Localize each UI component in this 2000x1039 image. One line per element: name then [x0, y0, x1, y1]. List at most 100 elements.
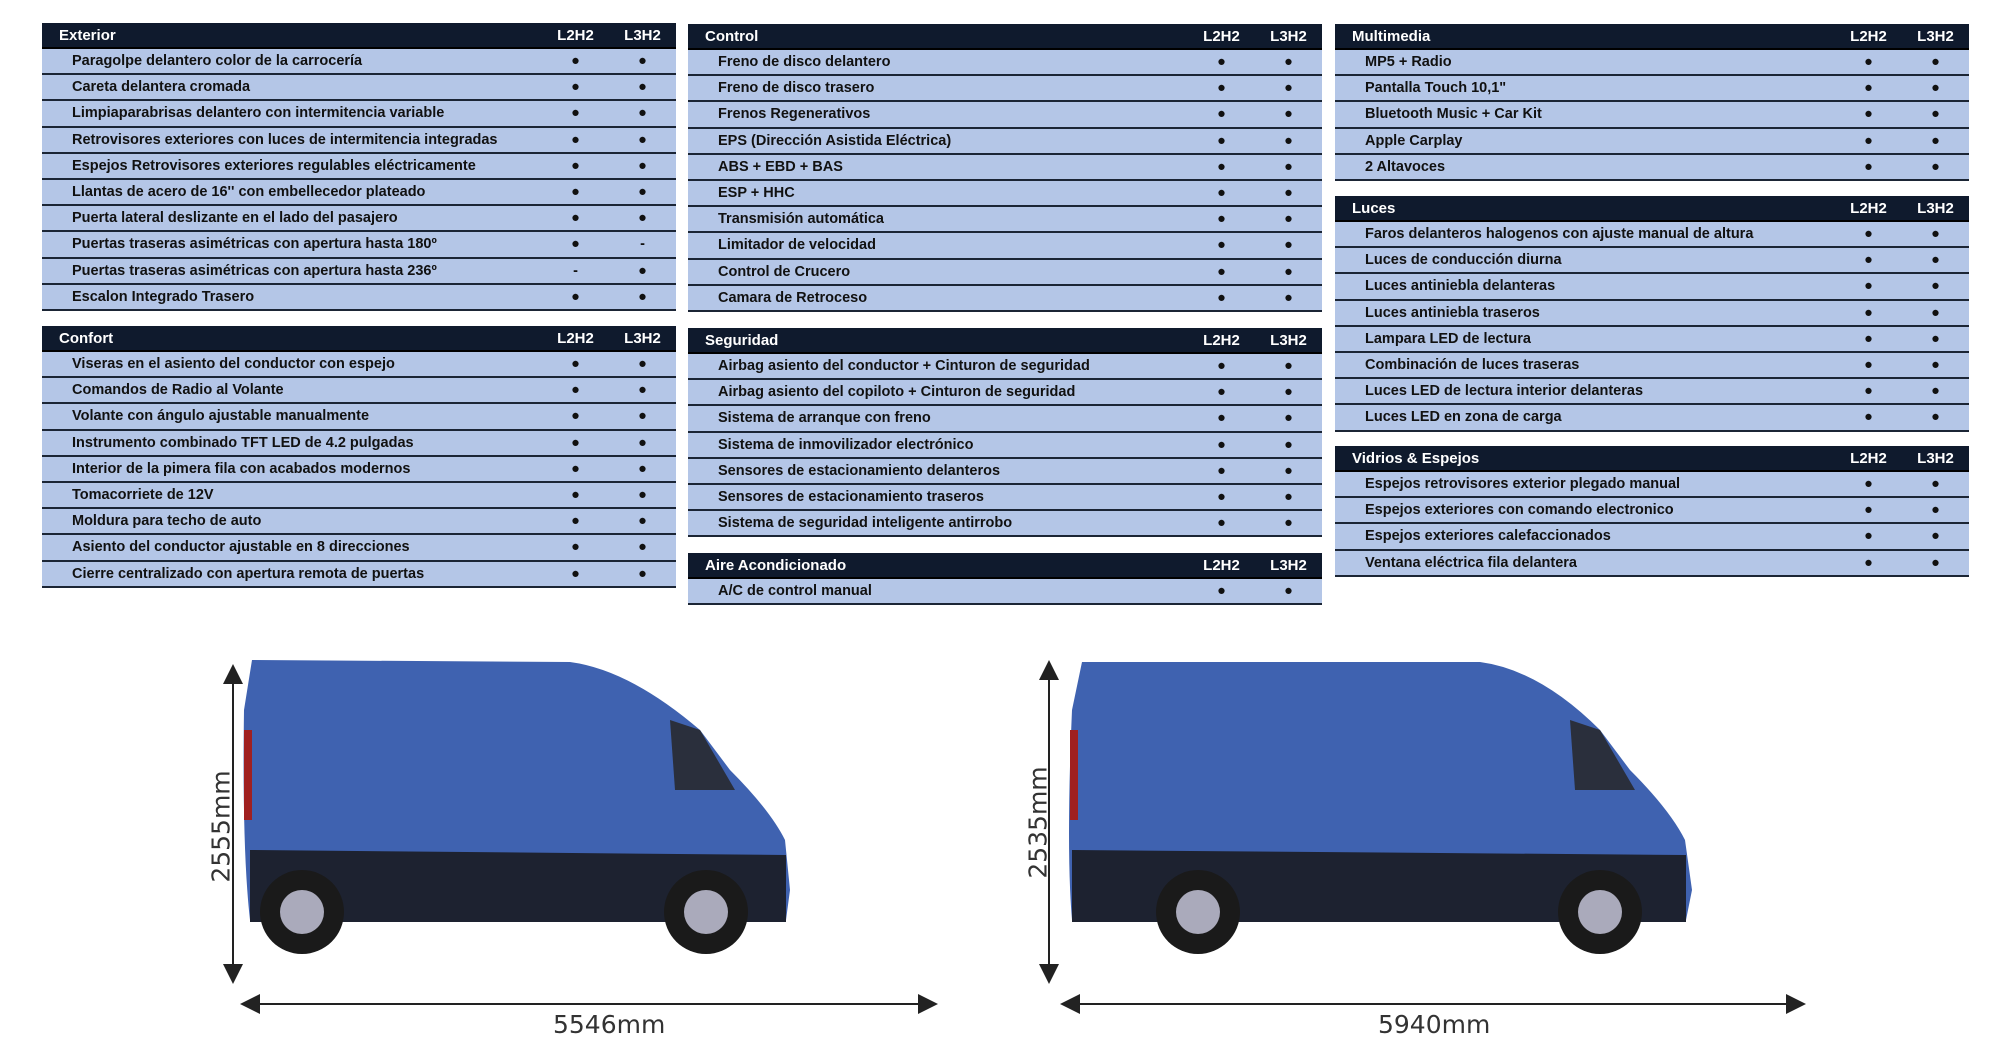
section-header: Luces L2H2 L3H2 — [1335, 196, 1969, 222]
table-row: MP5 + Radio ● ● — [1335, 50, 1969, 77]
availability-mark: ● — [1864, 252, 1873, 269]
section-header: Seguridad L2H2 L3H2 — [688, 328, 1322, 354]
table-row: Faros delanteros halogenos con ajuste ma… — [1335, 222, 1969, 249]
table-row: Tomacorriete de 12V ● ● — [42, 482, 676, 510]
table-row: Luces de conducción diurna ● ● — [1335, 248, 1969, 275]
table-row: Moldura para techo de auto ● ● — [42, 509, 676, 536]
spec-table-seguridad: Seguridad L2H2 L3H2 Airbag asiento del cond… — [688, 328, 1322, 538]
table-row: Camara de Retroceso ● ● — [688, 285, 1322, 312]
availability-mark: ● — [1217, 185, 1226, 202]
availability-mark: ● — [638, 288, 647, 305]
table-row: Airbag asiento del conductor + Cinturon … — [688, 354, 1322, 381]
column-header: L2H2 — [557, 329, 594, 347]
availability-mark: ● — [1217, 54, 1226, 71]
availability-mark: ● — [571, 288, 580, 305]
availability-mark: ● — [638, 157, 647, 174]
feature-name: Espejos Retrovisores exteriores regulabl… — [72, 157, 476, 174]
feature-name: Airbag asiento del copiloto + Cinturon d… — [718, 384, 1076, 401]
availability-mark: ● — [571, 382, 580, 399]
feature-name: Viseras en el asiento del conductor con … — [72, 356, 395, 373]
table-row: Cierre centralizado con apertura remota … — [42, 561, 676, 588]
section-header: Vidrios & Espejos L2H2 L3H2 — [1335, 446, 1969, 472]
availability-mark: ● — [1864, 330, 1873, 347]
spec-table-aire-acondicionado: Aire Acondicionado L2H2 L3H2 A/C de control… — [688, 553, 1322, 606]
feature-name: A/C de control manual — [718, 583, 872, 600]
feature-name: Combinación de luces traseras — [1365, 357, 1580, 374]
availability-mark: ● — [638, 408, 647, 425]
availability-mark: ● — [1864, 132, 1873, 149]
feature-name: Comandos de Radio al Volante — [72, 382, 284, 399]
feature-name: Sensores de estacionamiento delanteros — [718, 462, 1001, 479]
table-row: Airbag asiento del copiloto + Cinturon d… — [688, 380, 1322, 407]
table-row: Transmisión automática ● ● — [688, 207, 1322, 234]
table-row: Puertas traseras asimétricas con apertur… — [42, 258, 676, 285]
table-row: Apple Carplay ● ● — [1335, 128, 1969, 155]
availability-mark: ● — [1931, 106, 1940, 123]
availability-mark: ● — [638, 53, 647, 70]
feature-name: Volante con ángulo ajustable manualmente — [72, 408, 370, 425]
section-title: Luces — [1352, 199, 1396, 217]
availability-mark: ● — [1931, 80, 1940, 97]
availability-mark: ● — [1864, 106, 1873, 123]
feature-name: Luces antiniebla delanteras — [1365, 278, 1556, 295]
availability-mark: ● — [1217, 106, 1226, 123]
availability-mark: ● — [1931, 226, 1940, 243]
availability-mark: ● — [571, 487, 580, 504]
feature-name: Frenos Regenerativos — [718, 106, 871, 123]
feature-name: Instrumento combinado TFT LED de 4.2 pul… — [72, 434, 414, 451]
section-header: Exterior L2H2 L3H2 — [42, 23, 676, 49]
availability-mark: ● — [1217, 132, 1226, 149]
table-row: Sensores de estacionamiento traseros ● ● — [688, 484, 1322, 512]
height-label-l3h2: 2535mm — [1023, 766, 1053, 879]
availability-mark: ● — [1217, 80, 1226, 97]
availability-mark: ● — [571, 236, 580, 253]
feature-name: Puerta lateral deslizante en el lado del… — [72, 210, 398, 227]
feature-name: Control de Crucero — [718, 263, 851, 280]
availability-mark: ● — [638, 105, 647, 122]
table-row: Freno de disco delantero ● ● — [688, 50, 1322, 77]
availability-mark: ● — [1217, 489, 1226, 506]
table-row: Frenos Regenerativos ● ● — [688, 102, 1322, 129]
availability-mark: ● — [1284, 462, 1293, 479]
feature-name: Espejos exteriores con comando electroni… — [1365, 502, 1674, 519]
column-header: L3H2 — [624, 26, 661, 44]
feature-name: Puertas traseras asimétricas con apertur… — [72, 262, 437, 279]
table-row: Volante con ángulo ajustable manualmente… — [42, 404, 676, 431]
section-header: Control L2H2 L3H2 — [688, 24, 1322, 50]
availability-mark: ● — [1864, 226, 1873, 243]
availability-mark: ● — [1864, 304, 1873, 321]
feature-name: Espejos exteriores calefaccionados — [1365, 528, 1611, 545]
table-row: Luces LED de lectura interior delanteras… — [1335, 379, 1969, 406]
availability-mark: ● — [638, 184, 647, 201]
section-title: Vidrios & Espejos — [1352, 449, 1480, 467]
table-row: Combinación de luces traseras ● ● — [1335, 352, 1969, 380]
feature-name: Pantalla Touch 10,1" — [1365, 80, 1507, 97]
availability-mark: - — [640, 236, 645, 253]
column-header: L3H2 — [1917, 27, 1954, 45]
availability-mark: ● — [1284, 54, 1293, 71]
table-row: ABS + EBD + BAS ● ● — [688, 154, 1322, 181]
availability-mark: ● — [1931, 158, 1940, 175]
feature-name: Luces LED de lectura interior delanteras — [1365, 383, 1644, 400]
table-row: Paragolpe delantero color de la carrocer… — [42, 49, 676, 76]
availability-mark: ● — [638, 131, 647, 148]
availability-mark: ● — [1284, 583, 1293, 600]
feature-name: Limpiaparabrisas delantero con intermite… — [72, 105, 445, 122]
availability-mark: ● — [571, 356, 580, 373]
availability-mark: ● — [1931, 330, 1940, 347]
column-header: L3H2 — [624, 329, 661, 347]
table-row: Escalon Integrado Trasero ● ● — [42, 284, 676, 311]
availability-mark: ● — [1284, 436, 1293, 453]
table-row: Sensores de estacionamiento delanteros ● ● — [688, 458, 1322, 485]
table-row: Bluetooth Music + Car Kit ● ● — [1335, 102, 1969, 129]
feature-name: ABS + EBD + BAS — [718, 158, 843, 175]
availability-mark: ● — [571, 131, 580, 148]
feature-name: Transmisión automática — [718, 211, 884, 228]
table-row: Sistema de inmovilizador electrónico ● ● — [688, 432, 1322, 459]
availability-mark: ● — [1864, 502, 1873, 519]
availability-mark: ● — [1864, 528, 1873, 545]
availability-mark: ● — [1284, 237, 1293, 254]
table-row: 2 Altavoces ● ● — [1335, 154, 1969, 181]
table-row: Espejos exteriores con comando electroni… — [1335, 498, 1969, 525]
